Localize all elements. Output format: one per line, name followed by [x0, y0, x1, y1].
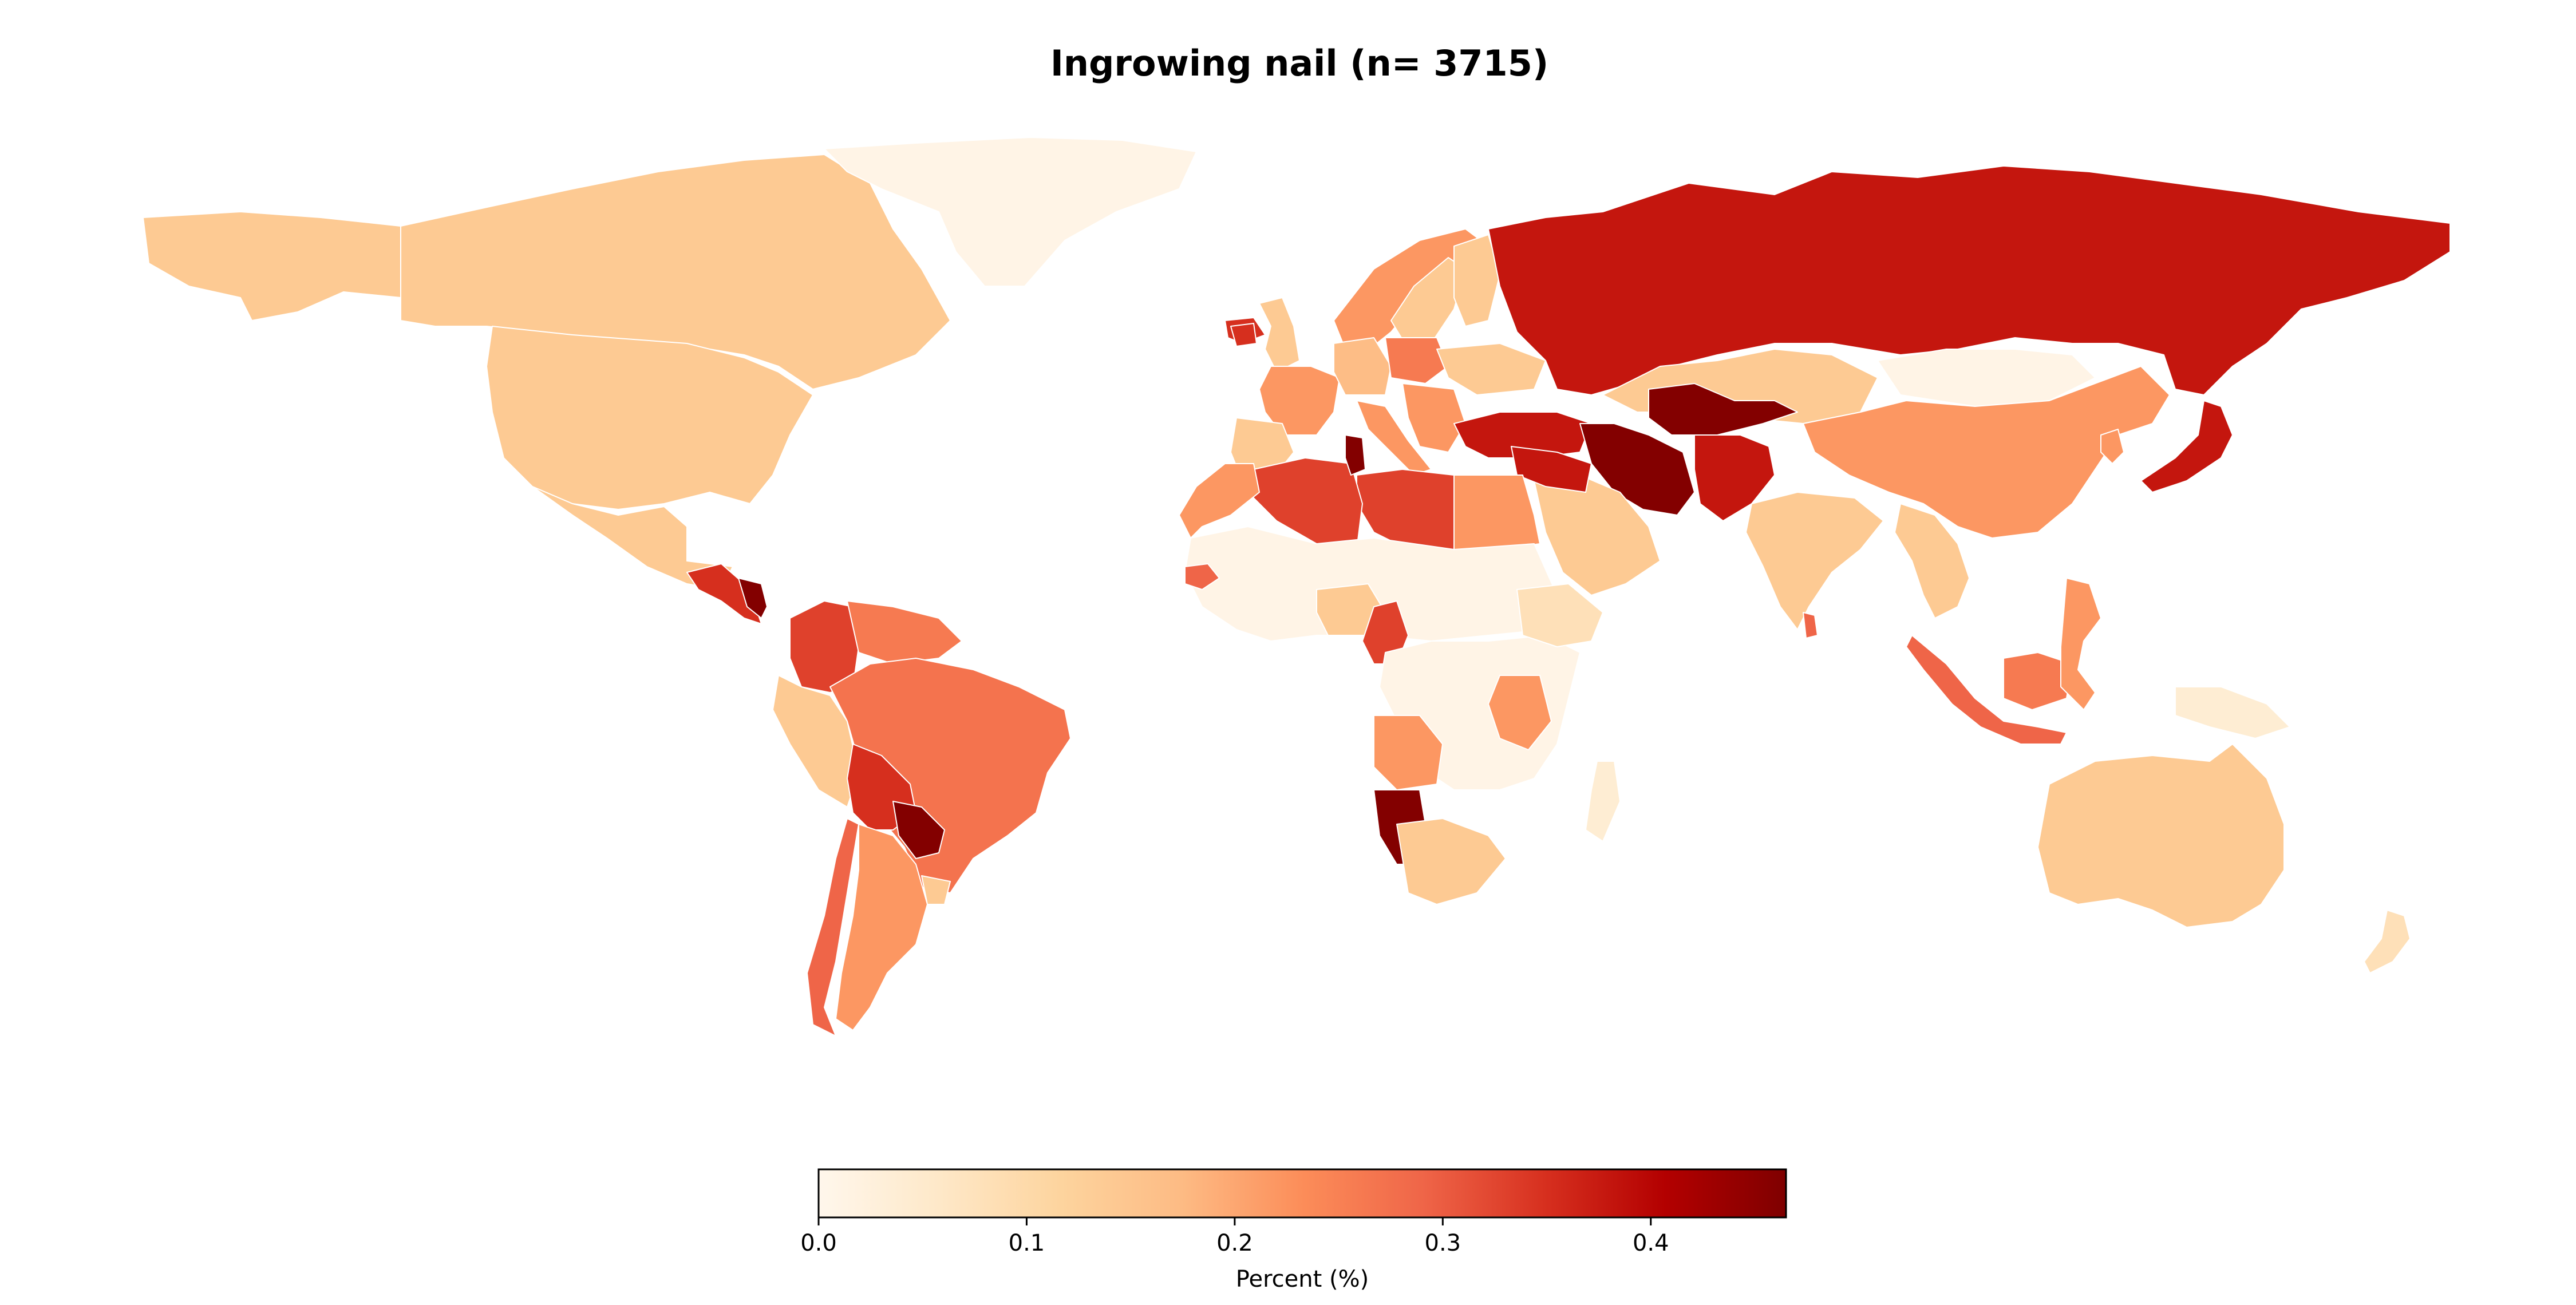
region-poland [1385, 337, 1449, 384]
region-egypt [1453, 474, 1540, 550]
colorbar-tick-label: 0.3 [1425, 1230, 1461, 1256]
region-alaska-usa [143, 211, 401, 321]
region-ethiopia [1516, 583, 1603, 647]
colorbar-ticks: 0.0 0.1 0.2 0.3 0.4 [800, 1217, 1669, 1256]
region-ireland [1230, 323, 1257, 347]
region-australia [2037, 744, 2285, 928]
region-sri-lanka [1803, 612, 1818, 639]
region-mongolia [1877, 349, 2096, 407]
region-madagascar [1585, 761, 1621, 842]
region-france [1259, 366, 1340, 436]
region-morocco [1179, 463, 1260, 539]
region-ukraine [1436, 343, 1546, 396]
region-turkey [1453, 412, 1592, 458]
chart-title: Ingrowing nail (n= 3715) [1050, 42, 1548, 84]
region-india [1745, 492, 1884, 630]
country-layer [143, 137, 2451, 1037]
region-balkans [1402, 383, 1466, 453]
colorbar-tick-label: 0.1 [1009, 1230, 1045, 1256]
region-japan [2140, 400, 2233, 493]
region-greenland [824, 137, 1197, 287]
region-senegal [1184, 563, 1220, 590]
region-mexico [532, 486, 733, 590]
region-sumatra-java [1906, 635, 2067, 745]
colorbar-tick-label: 0.4 [1633, 1230, 1669, 1256]
region-west-africa [1184, 526, 1558, 642]
region-argentina [835, 824, 928, 1031]
region-paraguay [892, 801, 945, 859]
region-tanzania [1488, 675, 1552, 750]
region-korea [2100, 429, 2124, 464]
region-tunisia [1345, 434, 1366, 476]
region-turkmenistan-uzbekistan [1648, 383, 1798, 436]
colorbar-tick-label: 0.2 [1216, 1230, 1253, 1256]
region-nicaragua [738, 578, 768, 619]
region-sulawesi-philippines [2060, 578, 2101, 710]
region-venezuela [847, 600, 962, 665]
region-new-guinea [2175, 686, 2290, 739]
colorbar-tick-label: 0.0 [800, 1230, 837, 1256]
region-borneo [2003, 652, 2073, 710]
region-united-states [486, 326, 813, 510]
region-chile [807, 818, 859, 1037]
region-germany [1333, 337, 1392, 396]
region-central-america [686, 563, 762, 624]
colorbar: 0.0 0.1 0.2 0.3 0.4 Percent (%) [800, 1168, 1787, 1292]
region-iran [1579, 423, 1695, 516]
colorbar-label: Percent (%) [1236, 1266, 1369, 1292]
region-saudi-arabia [1534, 474, 1661, 596]
region-libya [1356, 469, 1455, 550]
colorbar-ramp [817, 1168, 1787, 1219]
region-southeast-asia [1894, 503, 1970, 619]
region-angola [1373, 715, 1443, 790]
region-finland [1453, 234, 1500, 327]
region-new-zealand [2364, 909, 2411, 974]
region-south-africa [1396, 818, 1506, 905]
region-uruguay [921, 875, 951, 905]
